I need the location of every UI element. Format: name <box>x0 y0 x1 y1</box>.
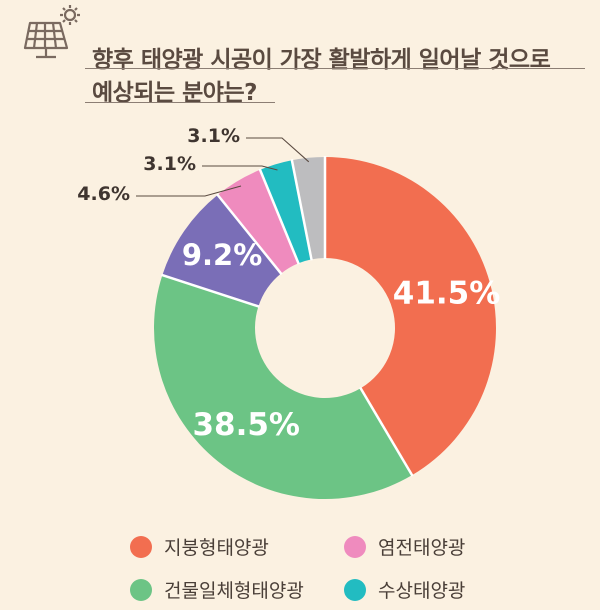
title-underline-2 <box>85 102 275 103</box>
slice-separator <box>216 193 283 276</box>
legend-item-bipv: 건물일체형태양광 <box>130 576 304 603</box>
slice-label-floating: 3.1% <box>143 153 196 175</box>
slice-label-salt-farm: 4.6% <box>77 183 130 205</box>
slice-other-gray <box>291 157 325 260</box>
slice-separator <box>161 273 260 308</box>
title-line-2: 예상되는 분야는? <box>92 80 257 106</box>
slice-label-other-gray: 3.1% <box>187 125 240 147</box>
legend-swatch <box>344 578 366 601</box>
legend-label: 염전태양광 <box>378 537 466 559</box>
leader-line-floating <box>202 165 278 171</box>
slice-separator <box>290 159 313 261</box>
slice-salt-farm <box>217 169 299 274</box>
legend-swatch <box>344 535 366 558</box>
slice-label-rooftop: 41.5% <box>393 275 501 311</box>
legend-item-rooftop: 지붕형태양광 <box>130 533 269 560</box>
solar-panel-icon <box>23 5 80 59</box>
legend-item-salt-farm: 염전태양광 <box>344 533 465 560</box>
legend-label: 건물일체형태양광 <box>164 580 304 602</box>
legend-swatch <box>130 535 152 558</box>
legend-item-floating: 수상태양광 <box>344 576 465 603</box>
slice-rooftop <box>325 157 496 476</box>
slice-separator <box>359 386 414 477</box>
leader-line-other-gray <box>246 137 310 163</box>
title-underline-1 <box>85 68 585 69</box>
slice-floating <box>260 160 312 264</box>
legend-label: 수상태양광 <box>378 580 466 602</box>
legend-swatch <box>130 578 152 601</box>
slice-bipv <box>153 275 413 500</box>
slice-separator <box>258 168 300 265</box>
legend-label: 지붕형태양광 <box>164 537 269 559</box>
slice-label-bipv: 38.5% <box>192 407 300 443</box>
slice-other-purple <box>162 194 282 307</box>
slice-label-other-purple: 9.2% <box>182 238 262 272</box>
leader-line-salt-farm <box>136 185 242 197</box>
